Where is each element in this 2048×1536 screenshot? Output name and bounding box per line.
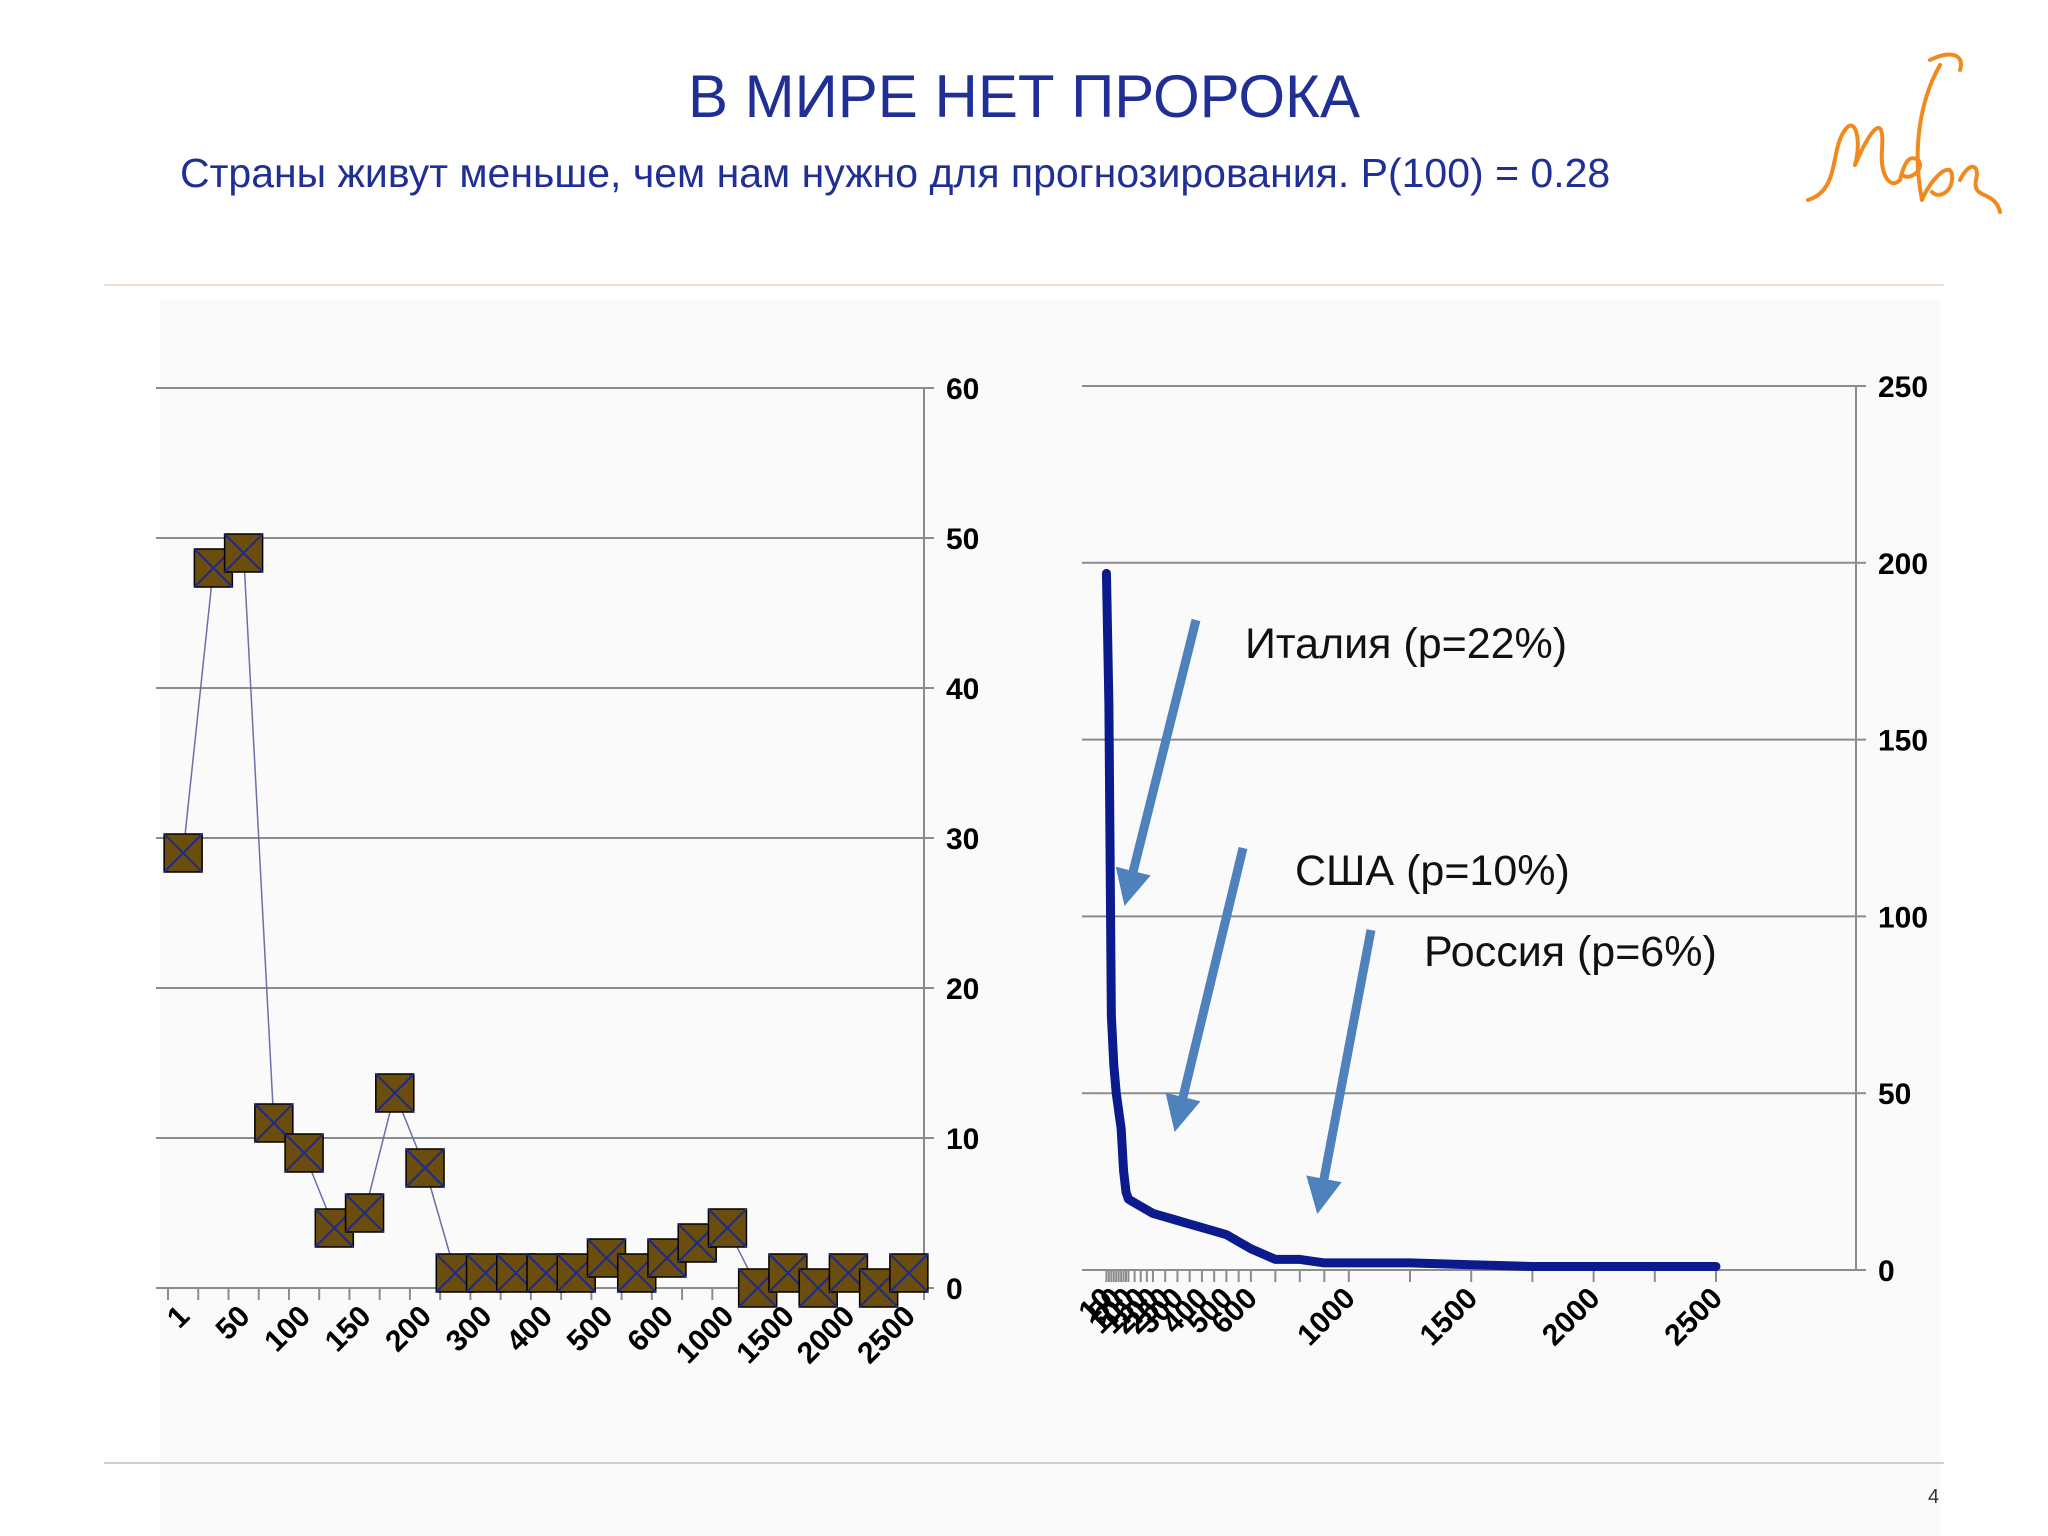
y-tick-label: 10 <box>946 1123 979 1156</box>
marker-cross <box>375 1073 415 1113</box>
x-tick-label: 2000 <box>1536 1282 1607 1353</box>
y-tick-label: 100 <box>1878 901 1928 934</box>
y-tick-label: 150 <box>1878 725 1928 758</box>
y-tick-label: 20 <box>946 973 979 1006</box>
data-point-marker <box>707 1208 748 1248</box>
x-tick-label: 1500 <box>1414 1282 1485 1353</box>
slide-title: В МИРЕ НЕТ ПРОРОКА <box>687 63 1360 130</box>
x-tick-label: 1000 <box>1291 1282 1362 1353</box>
series-line <box>1101 568 1721 1271</box>
marker-cross <box>768 1253 808 1293</box>
y-tick-label: 50 <box>946 523 979 556</box>
annotation-arrow <box>1115 618 1201 906</box>
marker-cross <box>707 1208 748 1248</box>
annotation-label: Италия (p=22%) <box>1245 620 1567 668</box>
data-point-marker <box>223 533 264 573</box>
chart-right-annotations: Италия (p=22%) США (p=10%) Россия (p=6%) <box>1245 620 1717 976</box>
data-point-marker <box>284 1133 324 1173</box>
chart-right-arrows <box>1115 618 1376 1215</box>
chart-area-background <box>160 300 1940 1536</box>
x-tick-label: 2500 <box>1658 1282 1729 1353</box>
marker-cross <box>586 1238 627 1278</box>
y-tick-label: 250 <box>1878 371 1928 404</box>
y-tick-label: 0 <box>946 1273 963 1306</box>
y-tick-label: 60 <box>946 373 979 406</box>
signature-logo <box>1806 52 2002 214</box>
page-number: 4 <box>1928 1486 1940 1508</box>
y-tick-label: 200 <box>1878 548 1928 581</box>
annotation-arrow <box>1165 846 1248 1133</box>
chart-right-series <box>1101 568 1721 1271</box>
data-point-marker <box>163 833 203 873</box>
y-tick-label: 50 <box>1878 1078 1911 1111</box>
chart-left-series <box>163 533 929 1308</box>
marker-cross <box>284 1133 324 1173</box>
annotation-label: Россия (p=6%) <box>1424 928 1717 976</box>
data-point-marker <box>405 1148 445 1188</box>
data-point-marker <box>375 1073 415 1113</box>
annotation-arrow <box>1306 929 1376 1215</box>
data-point-marker <box>889 1253 929 1293</box>
slide-subtitle: Страны живут меньше, чем нам нужно для п… <box>180 150 1611 196</box>
marker-cross <box>889 1253 929 1293</box>
chart-right-axes <box>1082 385 1866 1282</box>
marker-cross <box>254 1103 294 1143</box>
data-point-marker <box>344 1193 385 1233</box>
marker-cross <box>223 533 264 573</box>
marker-cross <box>828 1253 869 1293</box>
header-divider <box>104 284 1944 286</box>
y-tick-label: 0 <box>1878 1255 1895 1288</box>
y-tick-label: 30 <box>946 823 979 856</box>
footer-divider <box>104 1462 1944 1464</box>
annotation-label: США (p=10%) <box>1295 847 1570 895</box>
marker-cross <box>344 1193 385 1233</box>
y-tick-label: 40 <box>946 673 979 706</box>
marker-cross <box>405 1148 445 1188</box>
marker-cross <box>163 833 203 873</box>
chart-right-gridlines <box>1094 385 1856 1095</box>
